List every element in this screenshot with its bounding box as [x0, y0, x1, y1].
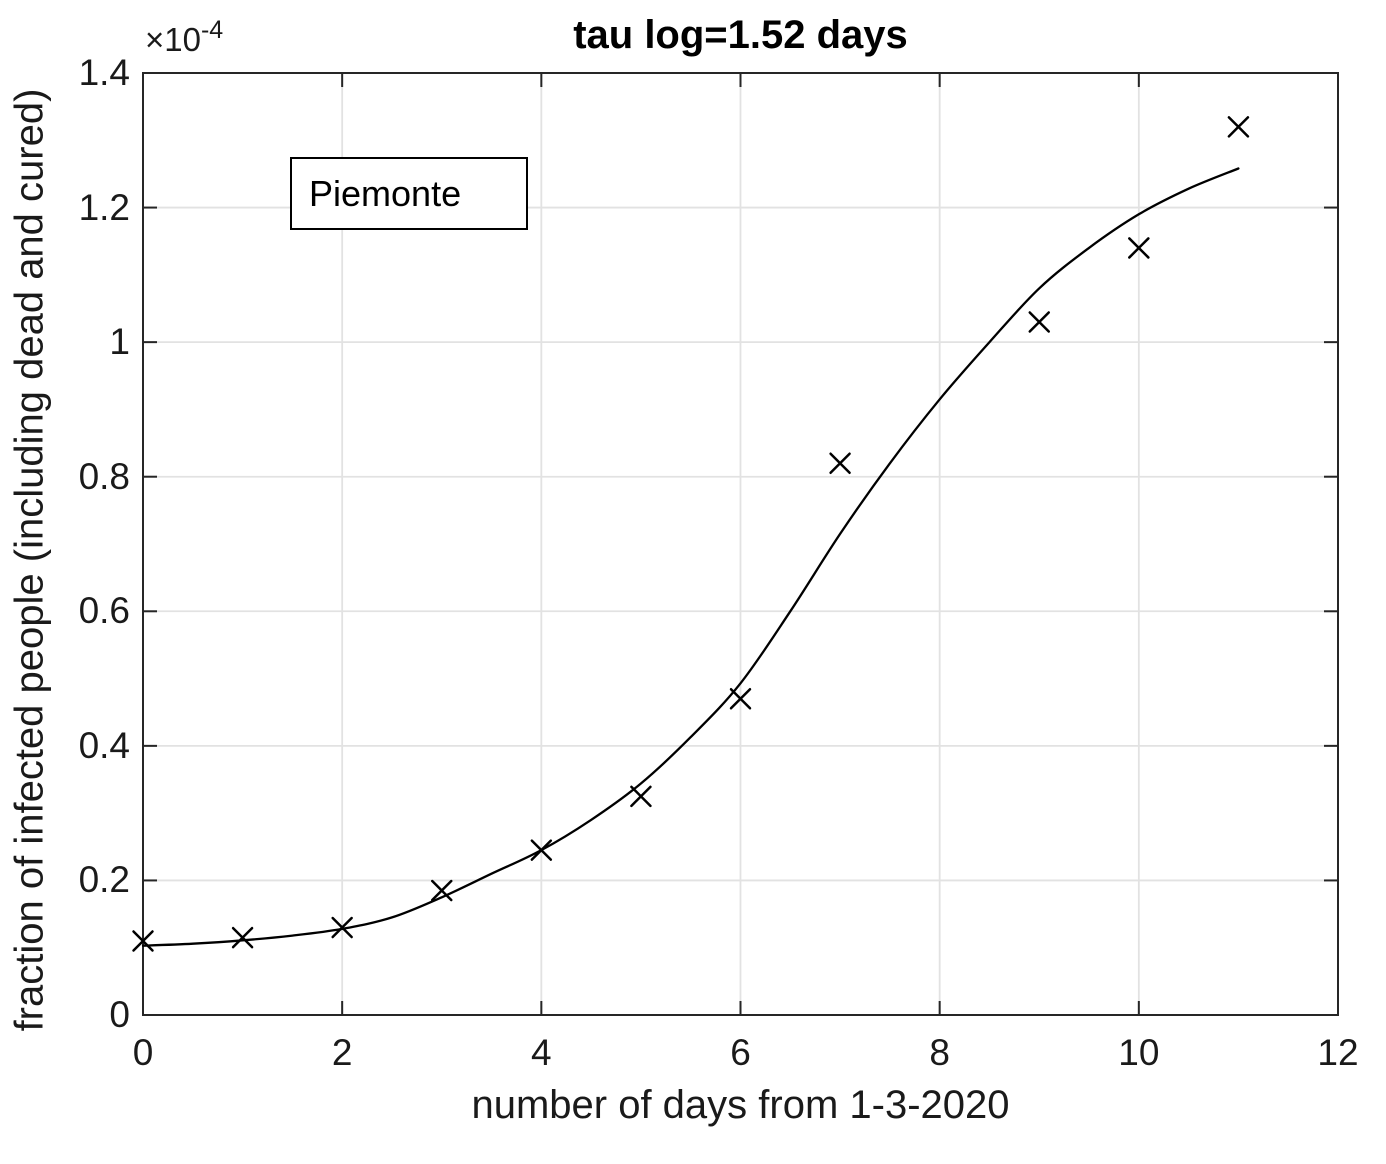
data-marker-x [1128, 237, 1150, 259]
x-tick-label: 8 [929, 1032, 950, 1073]
fit-curve [141, 167, 1240, 947]
x-axis-label: number of days from 1-3-2020 [471, 1083, 1010, 1127]
x-tick-label: 2 [331, 1032, 353, 1073]
y-tick-label: 1.2 [78, 186, 130, 228]
y-tick-label: 0.4 [78, 724, 130, 766]
x-tick-label: 4 [531, 1032, 552, 1073]
y-exponent-base: ×10 [145, 21, 201, 58]
x-tick-label: 12 [1317, 1032, 1359, 1073]
y-exponent-sup: -4 [200, 16, 224, 44]
data-marker-x [132, 930, 154, 952]
region-annotation-label: Piemonte [309, 173, 462, 214]
data-marker-x [231, 926, 254, 949]
region-annotation-box: Piemonte [290, 157, 528, 230]
y-axis-exponent-label: ×10-4 [145, 16, 223, 59]
data-marker-x [829, 452, 851, 475]
y-tick-label: 1.4 [78, 52, 130, 93]
data-marker-x [530, 839, 553, 861]
y-tick-label: 0.8 [78, 455, 130, 497]
data-marker-x [729, 688, 752, 710]
x-tick-label: 6 [730, 1032, 751, 1073]
y-tick-label: 0.2 [78, 859, 130, 901]
data-marker-x [630, 785, 652, 808]
data-marker-x [1028, 311, 1050, 333]
data-marker-x [1227, 116, 1250, 138]
x-tick-label: 10 [1118, 1032, 1160, 1073]
y-tick-label: 0.6 [78, 590, 130, 632]
y-tick-label: 0 [109, 994, 130, 1035]
chart-title: tau log=1.52 days [573, 13, 908, 57]
y-tick-label: 1 [109, 321, 130, 363]
x-tick-label: 0 [132, 1032, 154, 1073]
data-marker-x [431, 879, 453, 902]
data-marker-x [331, 916, 353, 939]
